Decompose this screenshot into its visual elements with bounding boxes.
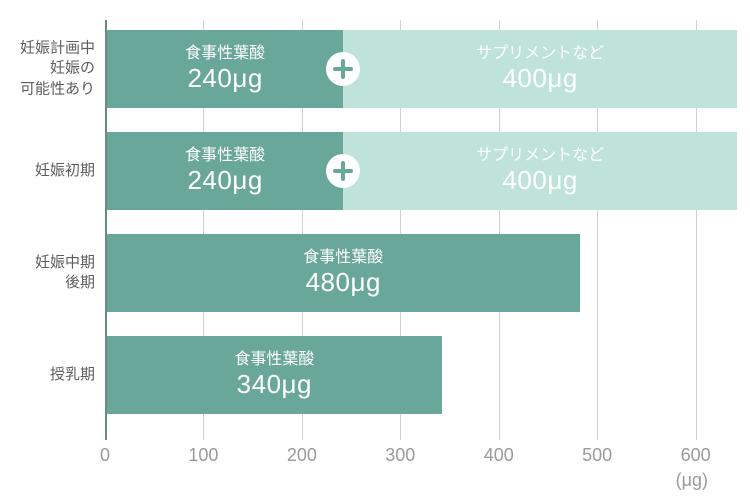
bar-row: 妊娠計画中妊娠の可能性あり食事性葉酸240μgサプリメントなど400μg (105, 30, 735, 108)
segment-label-bottom: 400μg (502, 63, 577, 94)
segment-label-top: 食事性葉酸 (185, 146, 265, 165)
x-tick-label: 400 (484, 445, 514, 466)
x-tick-label: 200 (287, 445, 317, 466)
bar-segment: サプリメントなど400μg (343, 30, 737, 108)
folate-intake-chart: 妊娠計画中妊娠の可能性あり食事性葉酸240μgサプリメントなど400μg妊娠初期… (0, 0, 750, 500)
bar: 食事性葉酸240μgサプリメントなど400μg (107, 30, 737, 108)
x-tick-label: 300 (385, 445, 415, 466)
row-label: 妊娠中期後期 (0, 253, 95, 294)
segment-label-top: サプリメントなど (476, 44, 604, 63)
bar: 食事性葉酸240μgサプリメントなど400μg (107, 132, 737, 210)
segment-label-bottom: 240μg (187, 63, 262, 94)
row-label: 妊娠初期 (0, 161, 95, 181)
bar-segment: 食事性葉酸240μg (107, 132, 343, 210)
x-tick-label: 500 (582, 445, 612, 466)
bar-segment: 食事性葉酸480μg (107, 234, 580, 312)
segment-label-top: 食事性葉酸 (185, 44, 265, 63)
segment-label-bottom: 240μg (187, 165, 262, 196)
plot-area: 妊娠計画中妊娠の可能性あり食事性葉酸240μgサプリメントなど400μg妊娠初期… (105, 20, 735, 440)
bar-row: 妊娠中期後期食事性葉酸480μg (105, 234, 735, 312)
row-label: 授乳期 (0, 365, 95, 385)
bar: 食事性葉酸340μg (107, 336, 442, 414)
row-label: 妊娠計画中妊娠の可能性あり (0, 39, 95, 100)
plus-icon (326, 154, 360, 188)
bar-segment: 食事性葉酸240μg (107, 30, 343, 108)
x-tick-label: 100 (188, 445, 218, 466)
x-axis-unit: (μg) (676, 470, 708, 491)
segment-label-bottom: 340μg (237, 369, 312, 400)
plus-icon (326, 52, 360, 86)
segment-label-bottom: 480μg (306, 267, 381, 298)
segment-label-top: サプリメントなど (476, 146, 604, 165)
bar-segment: サプリメントなど400μg (343, 132, 737, 210)
segment-label-top: 食事性葉酸 (234, 350, 314, 369)
x-tick-label: 600 (681, 445, 711, 466)
bar-row: 授乳期食事性葉酸340μg (105, 336, 735, 414)
bar: 食事性葉酸480μg (107, 234, 580, 312)
bar-segment: 食事性葉酸340μg (107, 336, 442, 414)
x-tick-label: 0 (100, 445, 110, 466)
bar-row: 妊娠初期食事性葉酸240μgサプリメントなど400μg (105, 132, 735, 210)
segment-label-bottom: 400μg (502, 165, 577, 196)
segment-label-top: 食事性葉酸 (303, 248, 383, 267)
